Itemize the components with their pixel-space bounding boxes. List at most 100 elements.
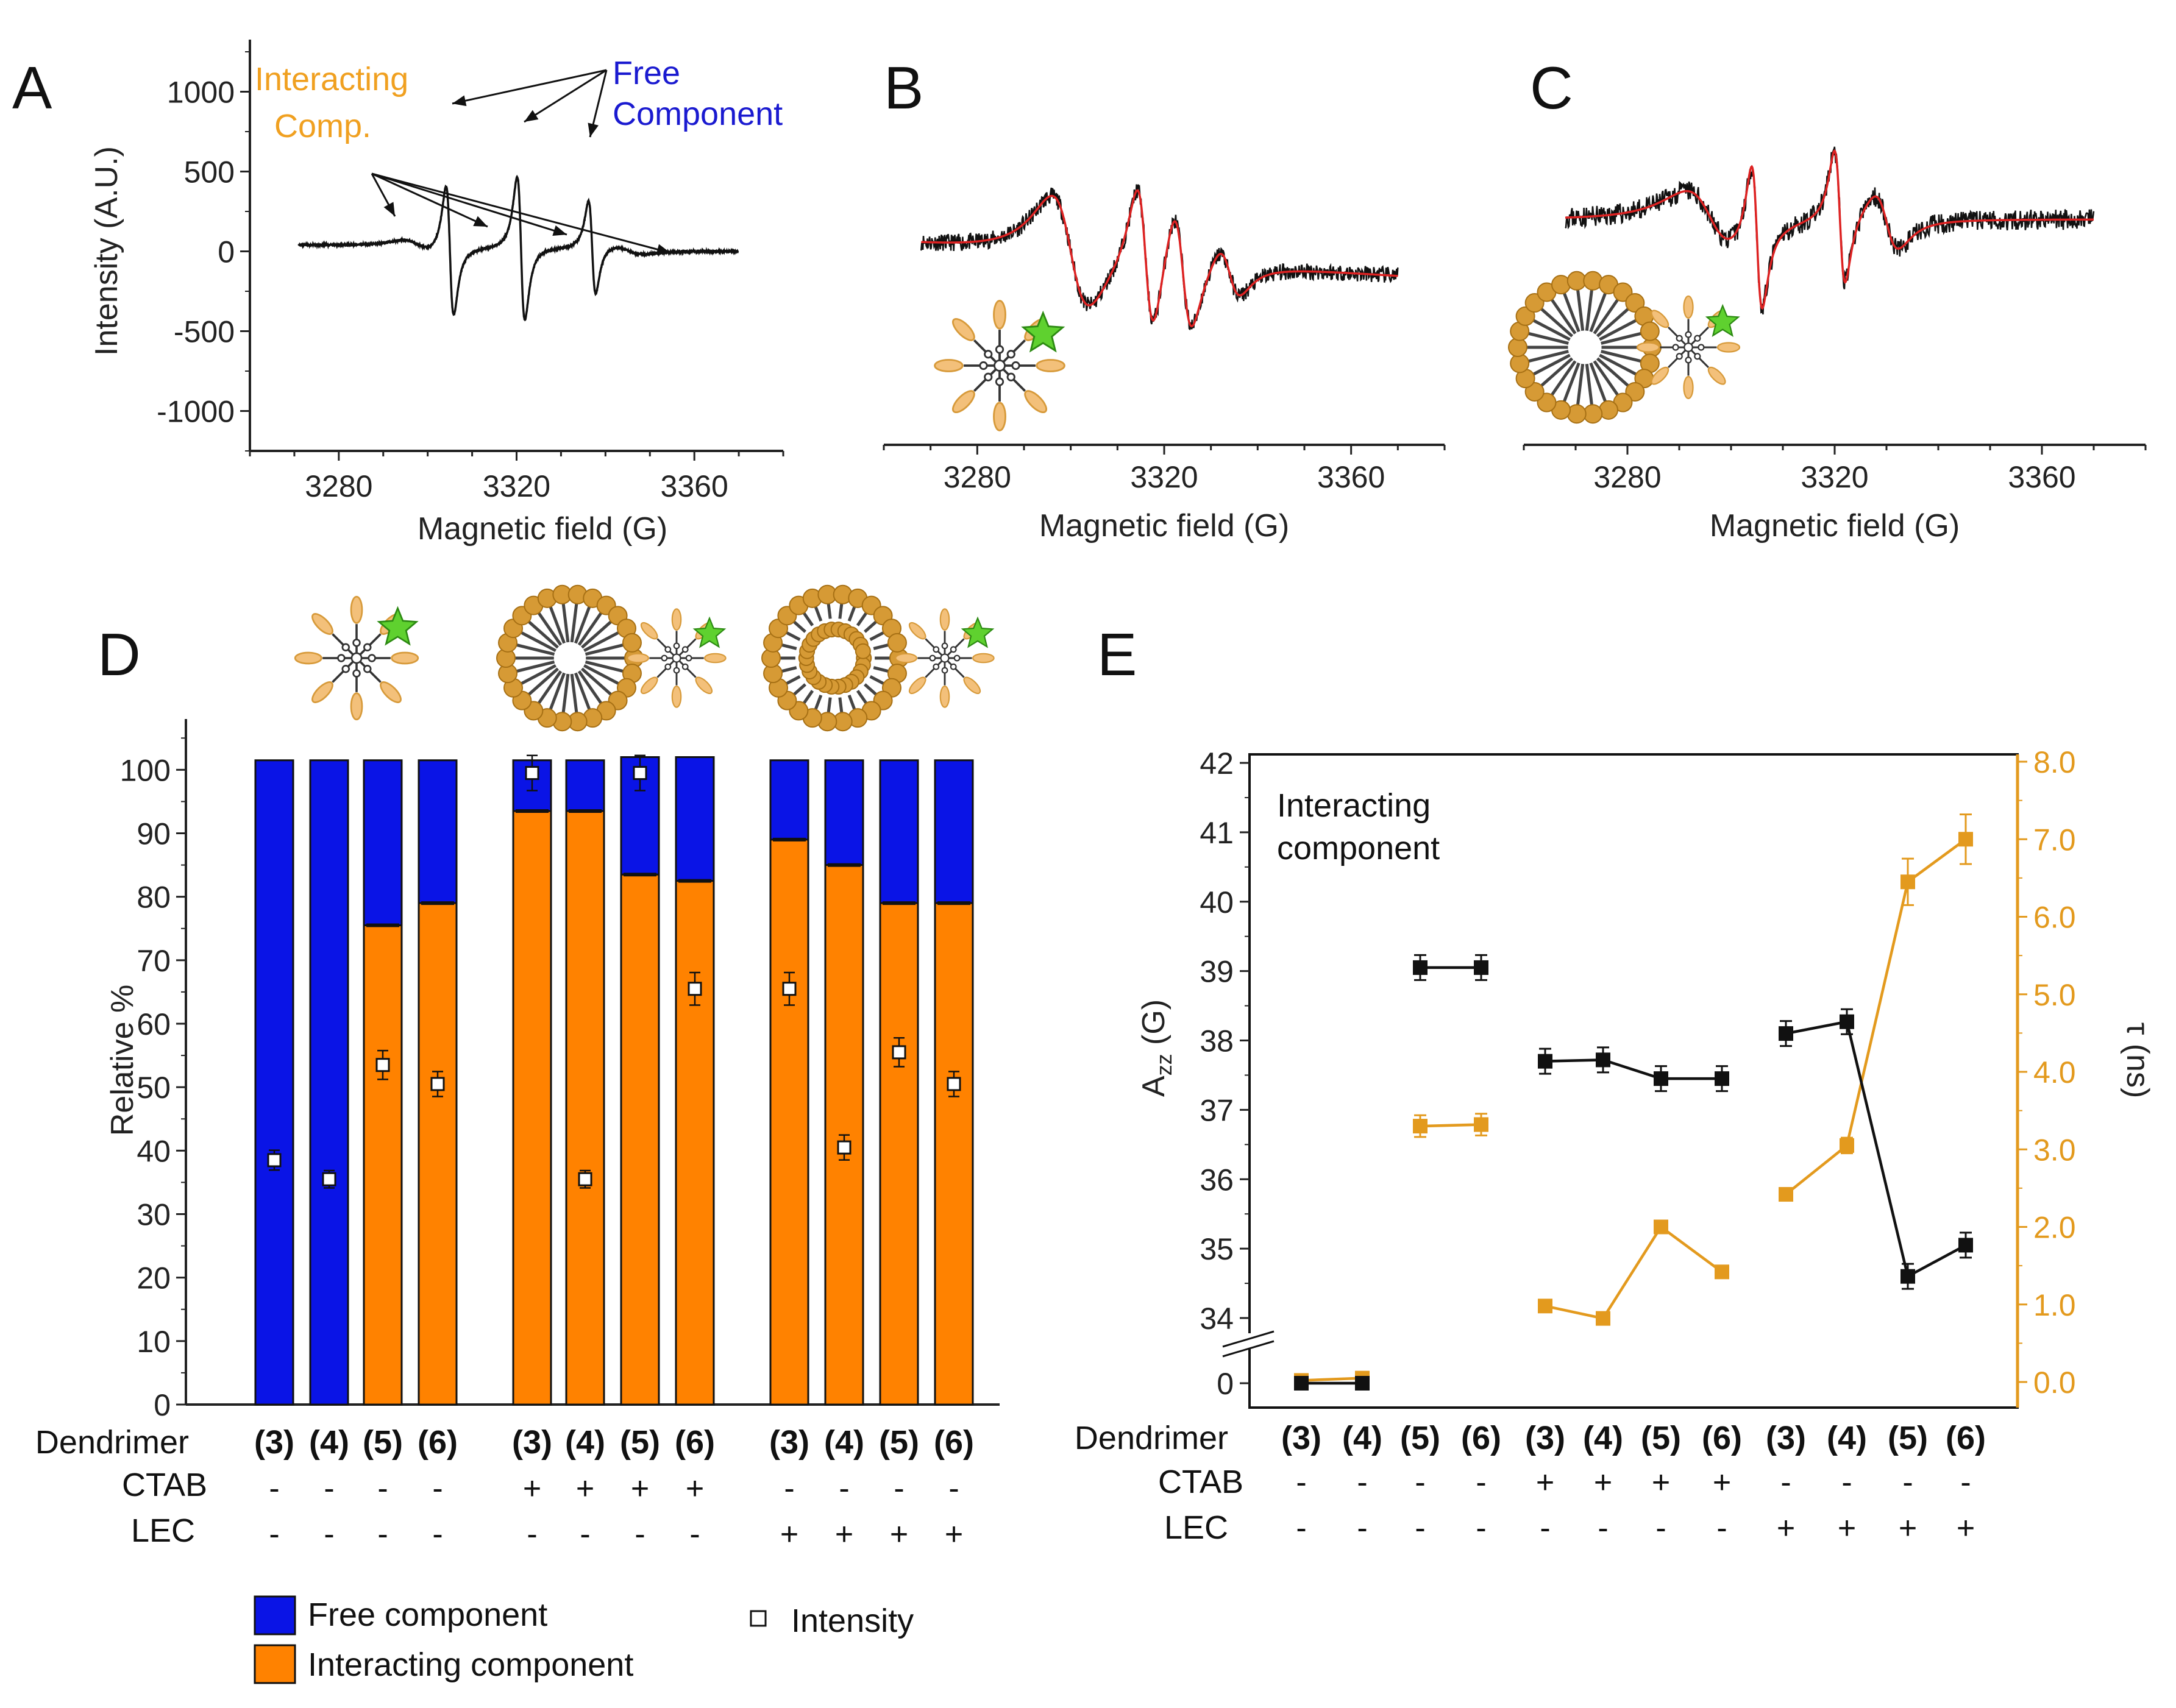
surfactant-tail <box>847 606 856 622</box>
e-ctab-sign: - <box>1780 1465 1791 1500</box>
e-dendrimer-label: (3) <box>1525 1420 1565 1456</box>
d-intensity-marker <box>267 1153 282 1168</box>
surfactant-head <box>1510 353 1530 374</box>
e-lec-sign: + <box>1957 1511 1975 1546</box>
surfactant-tail <box>1527 331 1569 345</box>
dendrimer-node <box>1006 372 1015 381</box>
e-tau-line <box>1545 1225 1723 1320</box>
panel-label-b: B <box>884 54 923 121</box>
panel-label-a: A <box>12 54 52 121</box>
d-ctab-sign: - <box>432 1471 443 1506</box>
d-bar-interacting <box>512 810 552 1406</box>
dendrimer-end-group <box>993 402 1006 431</box>
surfactant-tail <box>561 673 570 714</box>
a-arrow-head <box>656 244 670 255</box>
surfactant-tail <box>1540 307 1574 338</box>
d-ctab-sign: - <box>948 1471 959 1506</box>
spin-label-star-icon <box>377 606 419 646</box>
a-y-tick-label: 0 <box>218 235 235 269</box>
d-bar-interacting <box>565 810 605 1406</box>
dendrimer-end-group <box>1636 342 1660 353</box>
e-y-tick-label: 0 <box>1217 1367 1234 1401</box>
surfactant-tail <box>1593 360 1620 397</box>
surfactant-tail <box>1550 298 1577 335</box>
e-y2-tick-label: 5.0 <box>2033 978 2076 1012</box>
e-y2-tick-label: 1.0 <box>2033 1288 2076 1322</box>
d-dendrimer-label: (5) <box>620 1424 660 1461</box>
surfactant-tail <box>802 611 814 626</box>
dendrimer-end-group <box>311 681 333 703</box>
surfactant-tail <box>1540 357 1574 388</box>
e-azz-marker <box>1596 1052 1610 1068</box>
dendrimer-core <box>994 360 1006 372</box>
d-lec-sign: - <box>432 1517 443 1552</box>
dendrimer-end-group <box>939 685 950 708</box>
d-intensity-marker <box>947 1077 961 1091</box>
panel-label-e: E <box>1097 621 1137 688</box>
e-azz-marker <box>1538 1054 1552 1069</box>
d-ctab-sign: - <box>839 1471 849 1506</box>
d-bar-free <box>565 759 605 812</box>
d-dendrimer-label: (4) <box>824 1424 864 1461</box>
d-dendrimer-label: (4) <box>565 1424 605 1461</box>
e-lec-sign: - <box>1655 1511 1666 1546</box>
e-annotation-line1: Interacting <box>1277 787 1431 824</box>
surfactant-tail <box>516 660 555 673</box>
e-row-label-lec: LEC <box>1164 1509 1228 1546</box>
spin-label-star-icon <box>1705 303 1740 337</box>
e-dendrimer-label: (6) <box>1946 1420 1986 1456</box>
d-intensity-marker <box>525 766 539 781</box>
surfactant-tail <box>527 620 560 649</box>
e-azz-marker <box>1900 1269 1915 1284</box>
e-azz-line <box>1785 1020 1967 1279</box>
a-arrow-head <box>552 225 567 236</box>
e-tau-line <box>1785 838 1967 1196</box>
dendrimer-core <box>1684 342 1693 352</box>
e-annotation-line2: component <box>1277 830 1440 866</box>
dendrimer-node <box>673 642 680 650</box>
surfactant-tail <box>1589 292 1607 333</box>
dendrimer-end-group <box>1036 359 1065 372</box>
d-dendrimer-label: (3) <box>512 1424 552 1461</box>
surfactant-tail <box>781 643 797 650</box>
surfactant-tail <box>838 697 844 714</box>
e-tau-marker <box>1654 1219 1668 1235</box>
surfactant-head <box>1640 321 1660 341</box>
d-y-tick-label: 0 <box>154 1388 171 1422</box>
surfactant-tail <box>570 673 578 714</box>
d-intensity-marker <box>375 1058 390 1072</box>
surfactant-tail <box>827 697 832 714</box>
dendrimer-node <box>1685 356 1692 364</box>
a-annotation-arrow <box>452 69 607 105</box>
d-lec-sign: + <box>835 1517 853 1552</box>
d-bar-interacting <box>769 838 809 1406</box>
d-dendrimer-label: (6) <box>418 1424 458 1461</box>
surfactant-tail <box>781 666 797 673</box>
surfactant-head <box>1515 306 1535 326</box>
dendrimer-node <box>1011 361 1020 370</box>
dendrimer-node <box>995 377 1004 386</box>
e-lec-sign: - <box>1476 1511 1486 1546</box>
d-bar-free <box>254 759 294 1406</box>
d-lec-sign: + <box>945 1517 963 1552</box>
d-y-tick-label: 100 <box>120 753 171 787</box>
e-lec-sign: - <box>1540 1511 1550 1546</box>
e-ctab-sign: + <box>1536 1465 1554 1500</box>
c-x-tick-label: 3280 <box>1593 460 1661 494</box>
e-y-tick-label: 39 <box>1200 955 1234 989</box>
surfactant-tail <box>856 690 868 705</box>
e-azz-marker <box>1779 1026 1793 1041</box>
dendrimer-node <box>337 654 346 662</box>
e-y-tick-label: 40 <box>1200 885 1234 920</box>
e-ctab-sign: - <box>1960 1465 1971 1500</box>
e-dendrimer-label: (5) <box>1641 1420 1681 1456</box>
e-azz-marker <box>1958 1238 1973 1253</box>
panel-label-d: D <box>98 621 141 688</box>
a-spectrum-trace <box>297 174 739 322</box>
dendrimer-node <box>681 646 689 653</box>
e-tau-marker <box>1474 1117 1488 1132</box>
dendrimer-end-group <box>1683 375 1694 400</box>
dendrimer-end-group <box>311 613 333 635</box>
d-legend-intensity-marker <box>750 1610 767 1627</box>
